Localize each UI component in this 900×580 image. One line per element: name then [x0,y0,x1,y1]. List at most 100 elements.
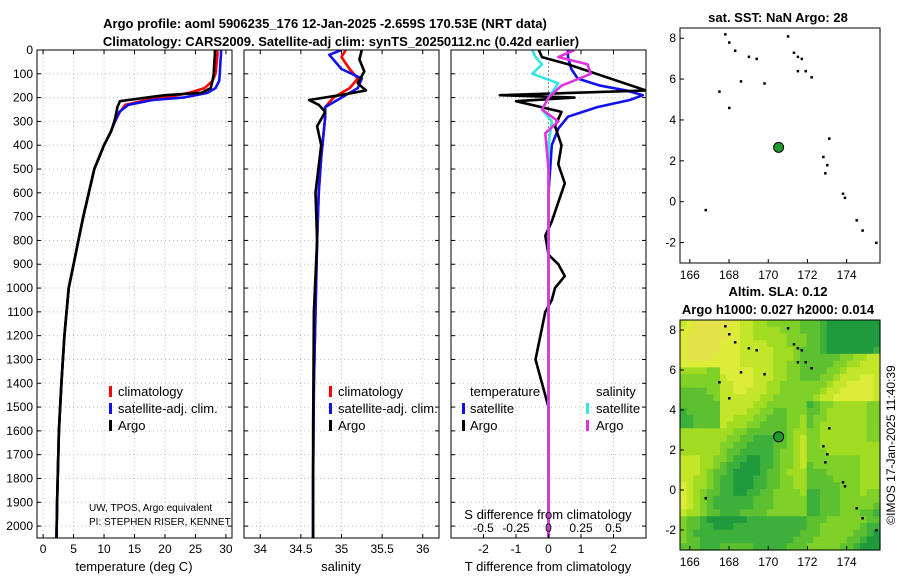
heatmap-cell [766,516,774,524]
heatmap-cell [813,435,821,443]
heatmap-cell [800,489,808,497]
heatmap-cell [826,522,834,531]
heatmap-cell [693,428,701,436]
heatmap-cell [740,448,748,456]
heatmap-cell [786,387,794,396]
heatmap-cell [753,441,761,450]
heatmap-cell [706,414,714,423]
heatmap-cell [846,347,854,355]
coast-point [747,55,751,59]
heatmap-cell [786,522,794,531]
heatmap-cell [720,353,728,362]
heatmap-cell [780,374,788,382]
heatmap-cell [820,367,828,375]
y-tick-label: 2 [669,443,676,457]
heatmap-cell [786,502,794,511]
heatmap-cell [680,394,688,402]
heatmap-cell [773,421,781,429]
heatmap-cell [733,414,741,423]
heatmap-cell [766,509,774,517]
heatmap-cell [740,394,748,402]
heatmap-cell [700,428,708,436]
heatmap-cell [720,435,728,443]
heatmap-cell [753,320,761,328]
y-tick-label: 0 [669,483,676,497]
sst-map-title: sat. SST: NaN Argo: 28 [708,10,848,25]
heatmap-cell [686,360,694,368]
heatmap-cell [706,468,714,477]
legend-label-temp-argo: Argo [470,418,497,433]
heatmap-cell [846,414,854,423]
heatmap-cell [873,482,881,490]
heatmap-cell [800,495,808,504]
heatmap-cell [860,401,868,409]
heatmap-cell [753,401,761,409]
heatmap-cell [806,353,814,362]
coast-point [875,529,878,532]
heatmap-cell [873,489,881,497]
heatmap-cell [740,414,748,423]
heatmap-cell [820,522,828,531]
heatmap-cell [833,435,841,443]
heatmap-cell [860,475,868,483]
heatmap-cell [720,340,728,348]
heatmap-cell [680,502,688,511]
heatmap-cell [873,475,881,483]
heatmap-cell [846,401,854,409]
heatmap-cell [833,326,841,335]
heatmap-cell [813,367,821,375]
heatmap-cell [780,462,788,470]
heatmap-cell [720,536,728,544]
heatmap-cell [780,326,788,335]
heatmap-cell [853,326,861,335]
heatmap-cell [713,522,721,531]
heatmap-cell [766,367,774,375]
heatmap-cell [866,536,874,544]
heatmap-cell [706,495,714,504]
salinity-panel: 34 34.5 35 35.5 36 [243,49,440,556]
heatmap-cell [833,502,841,511]
coast-point [733,49,737,52]
heatmap-cell [873,394,881,402]
heatmap-cell [813,502,821,511]
heatmap-cell [866,353,874,362]
heatmap-cell [686,320,694,328]
heatmap-cell [720,455,728,463]
heatmap-cell [760,468,768,477]
heatmap-cell [700,380,708,389]
y-tick-label: 4 [669,403,676,417]
heatmap-cell [760,360,768,368]
legend-label-climatology: climatology [118,384,184,399]
coast-point [728,333,731,336]
legend-label-temp-satellite: satellite [470,401,514,416]
x-tick-label: 30 [219,542,233,556]
heatmap-cell [846,407,854,416]
heatmap-cell [806,536,814,544]
heatmap-cell [720,495,728,504]
heatmap-cell [713,482,721,490]
heatmap-cell [700,340,708,348]
heatmap-cell [800,522,808,531]
heatmap-cell [706,475,714,483]
heatmap-cell [740,536,748,544]
heatmap-cell [706,482,714,490]
heatmap-cell [780,367,788,375]
heatmap-cell [680,414,688,423]
heatmap-cell [833,374,841,382]
heatmap-cell [873,326,881,335]
heatmap-cell [840,475,848,483]
heatmap-cell [820,509,828,517]
heatmap-cell [813,522,821,531]
heatmap-cell [693,536,701,544]
heatmap-cell [793,435,801,443]
y-tick-label: 900 [13,257,33,271]
heatmap-cell [726,509,734,517]
heatmap-cell [840,340,848,348]
heatmap-cell [753,367,761,375]
heatmap-cell [720,482,728,490]
heatmap-cell [780,468,788,477]
heatmap-cell [693,482,701,490]
heatmap-cell [826,468,834,477]
heatmap-cell [706,367,714,375]
heatmap-cell [833,516,841,524]
